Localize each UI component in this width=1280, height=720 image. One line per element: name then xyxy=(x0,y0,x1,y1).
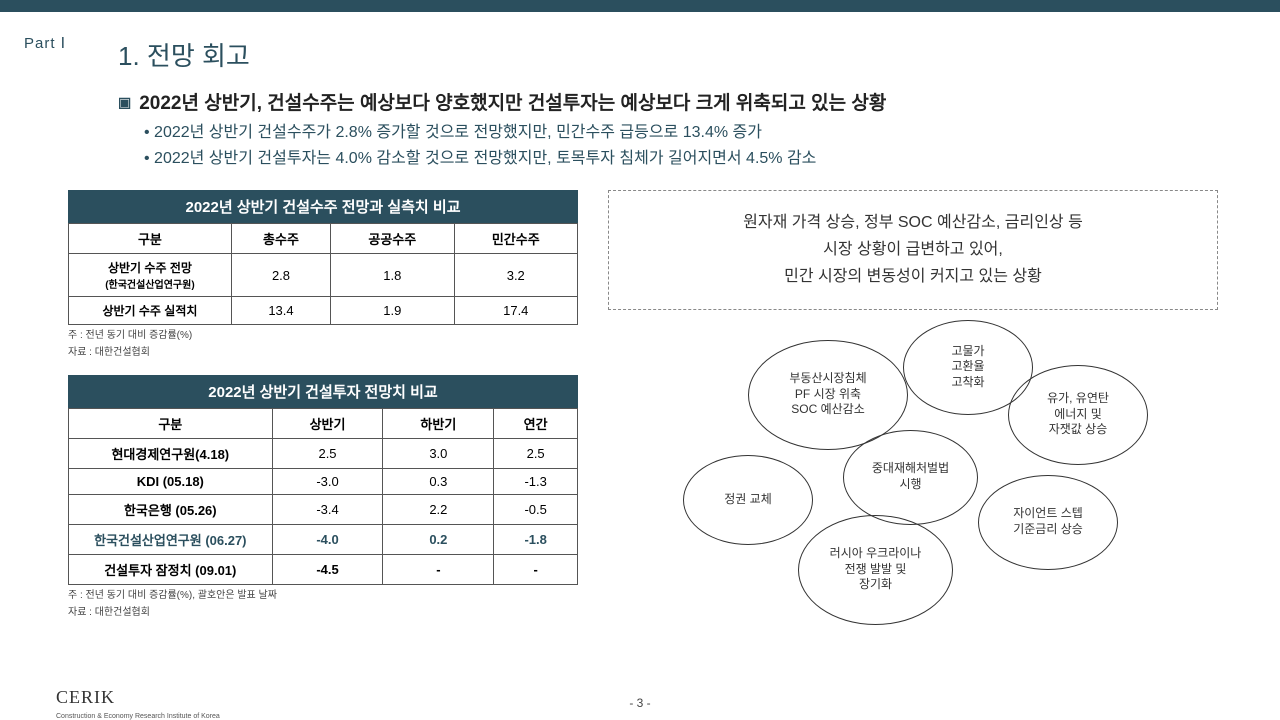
bullet-list: 2022년 상반기 건설수주가 2.8% 증가할 것으로 전망했지만, 민간수주… xyxy=(144,120,816,171)
t2-h1: 상반기 xyxy=(272,409,383,439)
t1-r2-v3: 17.4 xyxy=(454,297,577,325)
t1-h3: 민간수주 xyxy=(454,224,577,254)
t2-r2-l: KDI (05.18) xyxy=(69,469,273,495)
t2-r5-l: 건설투자 잠정치 (09.01) xyxy=(69,555,273,585)
t1-r1-v1: 2.8 xyxy=(231,254,330,297)
venn-node-n5: 정권 교체 xyxy=(683,455,813,545)
t2-r1-v2: 3.0 xyxy=(383,439,494,469)
t2-r4-v3: -1.8 xyxy=(494,525,578,555)
t2-r3-l: 한국은행 (05.26) xyxy=(69,495,273,525)
t1-r1-label: 상반기 수주 전망 (한국건설산업연구원) xyxy=(69,254,232,297)
t1-r1-v2: 1.8 xyxy=(331,254,454,297)
t1-r1-l: 상반기 수주 전망 xyxy=(108,261,192,275)
t1-r1-sub: (한국건설산업연구원) xyxy=(75,276,225,291)
t2-foot1: 주 : 전년 동기 대비 증감률(%), 괄호안은 발표 날짜 xyxy=(68,589,578,602)
logo-subtitle: Construction & Economy Research Institut… xyxy=(56,713,220,720)
t2-r4-v2: 0.2 xyxy=(383,525,494,555)
t1-r1-v3: 3.2 xyxy=(454,254,577,297)
venn-diagram: 고물가고환율고착화부동산시장침체PF 시장 위축SOC 예산감소유가, 유연탄에… xyxy=(608,320,1168,620)
t2-h0: 구분 xyxy=(69,409,273,439)
t2-h3: 연간 xyxy=(494,409,578,439)
table1-title: 2022년 상반기 건설수주 전망과 실측치 비교 xyxy=(68,190,578,223)
t1-r2-label: 상반기 수주 실적치 xyxy=(69,297,232,325)
part-label: Part Ⅰ xyxy=(24,34,66,52)
t2-foot2: 자료 : 대한건설협회 xyxy=(68,606,578,619)
table2-block: 2022년 상반기 건설투자 전망치 비교 구분 상반기 하반기 연간 현대경제… xyxy=(68,375,578,619)
table2-title: 2022년 상반기 건설투자 전망치 비교 xyxy=(68,375,578,408)
t1-foot1: 주 : 전년 동기 대비 증감률(%) xyxy=(68,329,578,342)
page-number: - 3 - xyxy=(0,696,1280,710)
section-title: 1. 전망 회고 xyxy=(118,36,250,73)
venn-node-n4: 중대재해처벌법시행 xyxy=(843,430,978,525)
t1-h2: 공공수주 xyxy=(331,224,454,254)
t2-r5-v2: - xyxy=(383,555,494,585)
bullet-1: 2022년 상반기 건설수주가 2.8% 증가할 것으로 전망했지만, 민간수주… xyxy=(144,120,816,146)
table1: 구분 총수주 공공수주 민간수주 상반기 수주 전망 (한국건설산업연구원) 2… xyxy=(68,223,578,325)
bullet-2: 2022년 상반기 건설투자는 4.0% 감소할 것으로 전망했지만, 토목투자… xyxy=(144,146,816,172)
info-l2: 시장 상황이 급변하고 있어, xyxy=(629,236,1197,263)
table1-block: 2022년 상반기 건설수주 전망과 실측치 비교 구분 총수주 공공수주 민간… xyxy=(68,190,578,359)
t1-foot2: 자료 : 대한건설협회 xyxy=(68,346,578,359)
t2-r1-v3: 2.5 xyxy=(494,439,578,469)
top-color-bar xyxy=(0,0,1280,12)
t2-r5-v1: -4.5 xyxy=(272,555,383,585)
t2-r3-v1: -3.4 xyxy=(272,495,383,525)
t2-h2: 하반기 xyxy=(383,409,494,439)
t2-r4-v1: -4.0 xyxy=(272,525,383,555)
t2-r1-l: 현대경제연구원(4.18) xyxy=(69,439,273,469)
t1-h1: 총수주 xyxy=(231,224,330,254)
t2-r3-v3: -0.5 xyxy=(494,495,578,525)
t2-r3-v2: 2.2 xyxy=(383,495,494,525)
headline: 2022년 상반기, 건설수주는 예상보다 양호했지만 건설투자는 예상보다 크… xyxy=(118,88,886,115)
t2-r2-v2: 0.3 xyxy=(383,469,494,495)
info-l1: 원자재 가격 상승, 정부 SOC 예산감소, 금리인상 등 xyxy=(629,209,1197,236)
venn-node-n3: 유가, 유연탄에너지 및자잿값 상승 xyxy=(1008,365,1148,465)
venn-node-n6: 자이언트 스텝기준금리 상승 xyxy=(978,475,1118,570)
venn-node-n7: 러시아 우크라이나전쟁 발발 및장기화 xyxy=(798,515,953,625)
info-l3: 민간 시장의 변동성이 커지고 있는 상황 xyxy=(629,263,1197,290)
t1-r2-v1: 13.4 xyxy=(231,297,330,325)
t1-r2-v2: 1.9 xyxy=(331,297,454,325)
t2-r4-l: 한국건설산업연구원 (06.27) xyxy=(69,525,273,555)
t2-r1-v1: 2.5 xyxy=(272,439,383,469)
t1-h0: 구분 xyxy=(69,224,232,254)
logo: CERIK xyxy=(56,687,115,708)
info-box: 원자재 가격 상승, 정부 SOC 예산감소, 금리인상 등 시장 상황이 급변… xyxy=(608,190,1218,310)
table2: 구분 상반기 하반기 연간 현대경제연구원(4.18) 2.5 3.0 2.5 … xyxy=(68,408,578,585)
t2-r2-v3: -1.3 xyxy=(494,469,578,495)
t2-r5-v3: - xyxy=(494,555,578,585)
t2-r2-v1: -3.0 xyxy=(272,469,383,495)
